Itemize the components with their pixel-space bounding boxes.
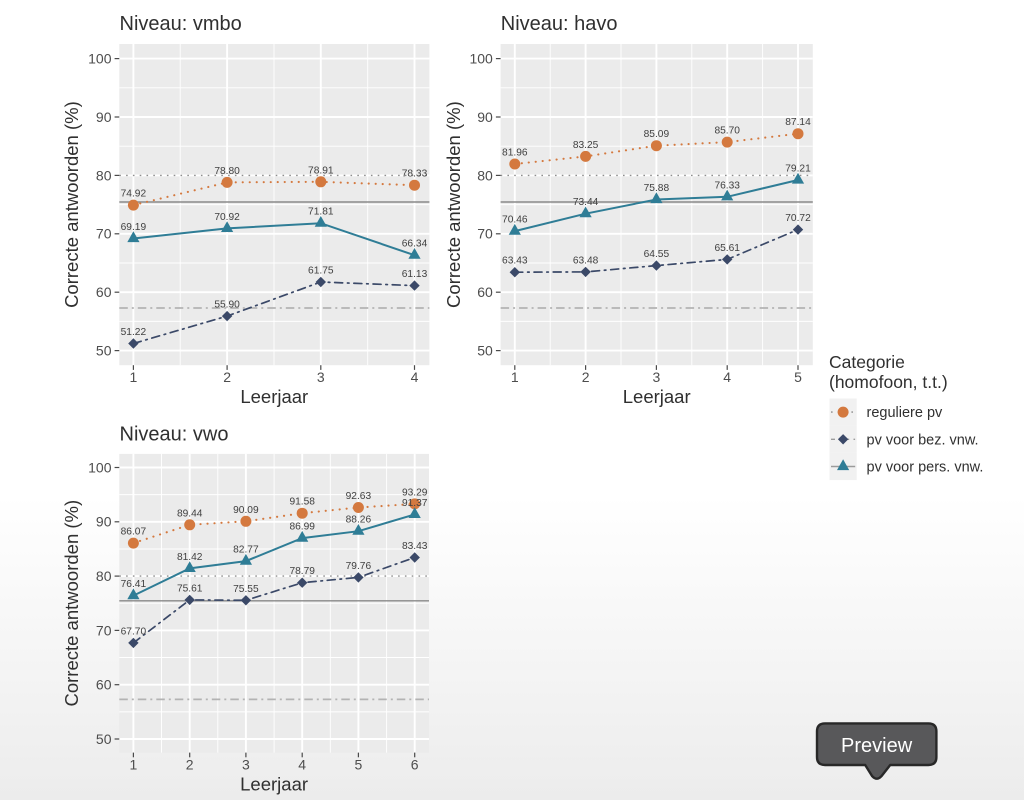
svg-text:70.46: 70.46 (502, 215, 528, 226)
svg-text:78.79: 78.79 (289, 566, 315, 577)
svg-text:66.34: 66.34 (402, 239, 428, 250)
svg-text:2: 2 (582, 369, 590, 385)
svg-text:1: 1 (130, 757, 138, 773)
svg-text:70: 70 (96, 226, 112, 242)
svg-text:1: 1 (130, 369, 138, 385)
svg-text:4: 4 (298, 757, 306, 773)
svg-text:3: 3 (317, 369, 325, 385)
svg-text:83.43: 83.43 (402, 541, 428, 552)
svg-text:86.99: 86.99 (289, 522, 315, 533)
svg-text:51.22: 51.22 (121, 327, 147, 338)
svg-text:75.88: 75.88 (644, 183, 670, 194)
svg-text:89.44: 89.44 (177, 508, 203, 519)
svg-text:Correcte antwoorden (%): Correcte antwoorden (%) (443, 101, 464, 308)
svg-text:100: 100 (88, 459, 112, 475)
svg-text:78.33: 78.33 (402, 169, 428, 180)
svg-text:5: 5 (794, 369, 802, 385)
svg-text:90.09: 90.09 (233, 505, 259, 516)
svg-text:65.61: 65.61 (714, 243, 740, 254)
svg-text:Leerjaar: Leerjaar (623, 386, 691, 407)
svg-text:Niveau: vwo: Niveau: vwo (120, 424, 229, 446)
svg-text:79.21: 79.21 (785, 164, 811, 175)
svg-text:2: 2 (186, 757, 194, 773)
svg-text:75.61: 75.61 (177, 583, 203, 594)
svg-text:80: 80 (96, 167, 112, 183)
svg-text:pv voor pers. vnw.: pv voor pers. vnw. (867, 460, 984, 476)
svg-text:63.48: 63.48 (573, 255, 599, 266)
svg-text:79.76: 79.76 (346, 561, 372, 572)
svg-text:69.19: 69.19 (121, 222, 147, 233)
svg-text:60: 60 (477, 284, 493, 300)
svg-text:2: 2 (223, 369, 231, 385)
svg-text:80: 80 (477, 167, 493, 183)
svg-text:63.43: 63.43 (502, 256, 528, 267)
svg-text:60: 60 (96, 677, 112, 693)
svg-text:pv voor bez. vnw.: pv voor bez. vnw. (867, 432, 979, 448)
svg-text:60: 60 (96, 284, 112, 300)
svg-text:78.91: 78.91 (308, 165, 334, 176)
svg-text:91.37: 91.37 (402, 498, 428, 509)
svg-text:Leerjaar: Leerjaar (240, 774, 308, 795)
svg-text:4: 4 (723, 369, 731, 385)
svg-text:90: 90 (96, 109, 112, 125)
svg-text:74.92: 74.92 (121, 189, 147, 200)
svg-text:6: 6 (411, 757, 419, 773)
svg-text:64.55: 64.55 (644, 249, 670, 260)
svg-text:4: 4 (411, 369, 419, 385)
svg-text:50: 50 (96, 731, 112, 747)
svg-text:71.81: 71.81 (308, 207, 334, 218)
svg-text:70: 70 (96, 622, 112, 638)
svg-text:Niveau: vmbo: Niveau: vmbo (120, 13, 242, 35)
svg-text:73.44: 73.44 (573, 197, 599, 208)
svg-text:81.96: 81.96 (502, 148, 528, 159)
svg-text:70: 70 (477, 226, 493, 242)
svg-text:50: 50 (96, 343, 112, 359)
svg-text:76.41: 76.41 (121, 579, 147, 590)
svg-text:Correcte antwoorden (%): Correcte antwoorden (%) (61, 500, 82, 707)
svg-text:3: 3 (653, 369, 661, 385)
svg-text:82.77: 82.77 (233, 545, 259, 556)
svg-text:70.72: 70.72 (785, 213, 811, 224)
svg-text:81.42: 81.42 (177, 552, 203, 563)
svg-text:92.63: 92.63 (346, 491, 372, 502)
svg-text:3: 3 (242, 757, 250, 773)
svg-text:Correcte antwoorden (%): Correcte antwoorden (%) (61, 101, 82, 308)
svg-text:50: 50 (477, 343, 493, 359)
svg-text:1: 1 (511, 369, 519, 385)
svg-text:93.29: 93.29 (402, 487, 428, 498)
svg-text:5: 5 (355, 757, 363, 773)
svg-text:55.90: 55.90 (214, 300, 240, 311)
svg-text:88.26: 88.26 (346, 515, 372, 526)
svg-text:reguliere pv: reguliere pv (867, 405, 944, 421)
svg-text:76.33: 76.33 (714, 180, 740, 191)
svg-text:67.70: 67.70 (121, 626, 147, 637)
svg-text:91.58: 91.58 (289, 497, 315, 508)
svg-text:100: 100 (88, 51, 112, 67)
svg-text:87.14: 87.14 (785, 117, 811, 128)
svg-text:90: 90 (477, 109, 493, 125)
svg-text:100: 100 (469, 51, 493, 67)
svg-text:80: 80 (96, 568, 112, 584)
svg-text:(homofoon, t.t.): (homofoon, t.t.) (829, 372, 948, 392)
svg-text:Niveau: havo: Niveau: havo (501, 13, 618, 35)
svg-text:61.13: 61.13 (402, 269, 428, 280)
svg-text:Categorie: Categorie (829, 352, 905, 372)
svg-text:90: 90 (96, 514, 112, 530)
svg-text:85.09: 85.09 (644, 129, 670, 140)
svg-text:85.70: 85.70 (714, 126, 740, 137)
svg-text:86.07: 86.07 (121, 527, 147, 538)
svg-text:83.25: 83.25 (573, 140, 599, 151)
svg-text:75.55: 75.55 (233, 584, 259, 595)
svg-text:Leerjaar: Leerjaar (240, 386, 308, 407)
svg-text:61.75: 61.75 (308, 266, 334, 277)
svg-text:70.92: 70.92 (214, 212, 240, 223)
svg-text:78.80: 78.80 (214, 166, 240, 177)
svg-text:Preview: Preview (841, 735, 913, 757)
